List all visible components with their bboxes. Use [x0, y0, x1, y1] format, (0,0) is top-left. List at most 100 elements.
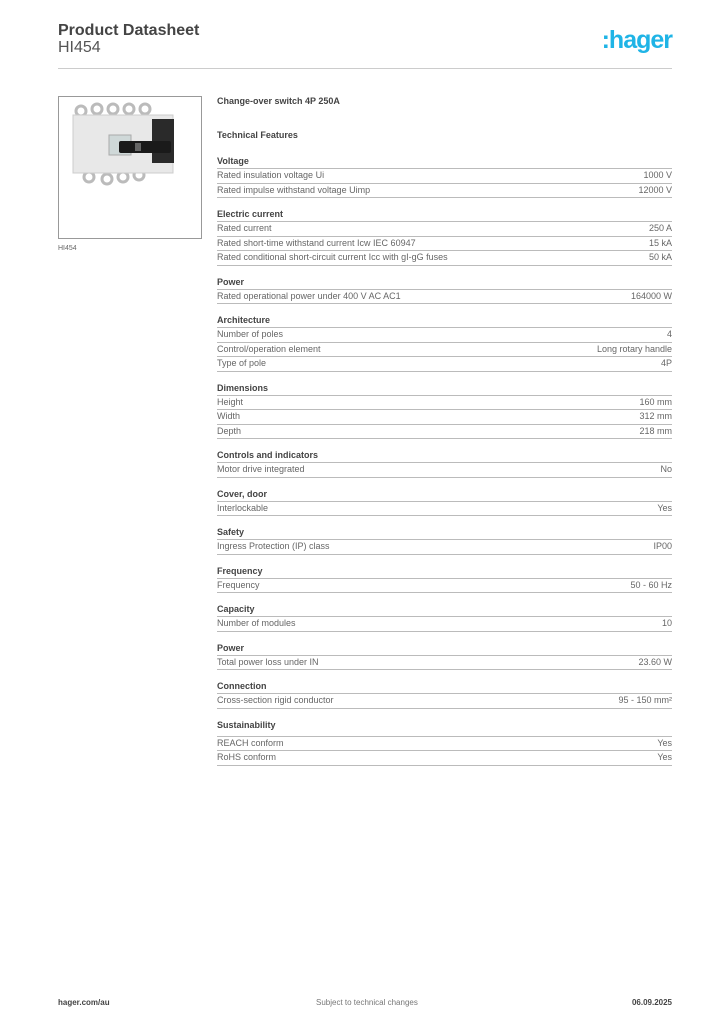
- feature-label: REACH conform: [217, 737, 284, 748]
- feature-row: Depth 218 mm: [217, 425, 672, 439]
- feature-row: Rated insulation voltage Ui 1000 V: [217, 169, 672, 184]
- feature-value: IP00: [653, 541, 672, 551]
- footer-disclaimer: Subject to technical changes: [316, 998, 418, 1007]
- feature-row: Number of poles 4: [217, 328, 672, 343]
- section-heading: Frequency: [217, 565, 672, 579]
- feature-value: 95 - 150 mm²: [618, 695, 672, 705]
- feature-row: Rated conditional short-circuit current …: [217, 251, 672, 266]
- section-heading: Cover, door: [217, 488, 672, 502]
- feature-label: Control/operation element: [217, 343, 321, 354]
- feature-row: Number of modules 10: [217, 617, 672, 632]
- feature-value: 4P: [660, 358, 672, 368]
- section-heading: Connection: [217, 680, 672, 694]
- feature-row: Motor drive integrated No: [217, 463, 672, 478]
- section-heading: Power: [217, 276, 672, 290]
- feature-value: Long rotary handle: [596, 343, 672, 354]
- feature-value: 218 mm: [639, 425, 672, 436]
- feature-row: RoHS conform Yes: [217, 751, 672, 766]
- feature-row: Width 312 mm: [217, 410, 672, 425]
- feature-label: Rated impulse withstand voltage Uimp: [217, 184, 371, 195]
- features-heading: Technical Features: [217, 130, 298, 140]
- feature-value: 10: [661, 618, 672, 628]
- feature-value: 164000 W: [630, 290, 672, 301]
- feature-label: Interlockable: [217, 502, 269, 513]
- feature-row: Total power loss under IN 23.60 W: [217, 656, 672, 670]
- feature-label: Frequency: [217, 579, 260, 590]
- feature-section: Cover, door Interlockable Yes: [217, 488, 672, 516]
- feature-label: Number of modules: [217, 618, 296, 628]
- feature-value: 4: [666, 329, 672, 339]
- feature-value: 250 A: [648, 223, 672, 233]
- section-heading: Architecture: [217, 314, 672, 328]
- section-heading: Dimensions: [217, 382, 672, 396]
- feature-label: Type of pole: [217, 358, 267, 368]
- footer-date: 06.09.2025: [631, 998, 672, 1007]
- footer-website-link[interactable]: hager.com/au: [58, 998, 110, 1007]
- feature-section: Frequency Frequency 50 - 60 Hz: [217, 565, 672, 593]
- feature-label: Rated conditional short-circuit current …: [217, 252, 448, 262]
- feature-value: 312 mm: [639, 411, 672, 421]
- feature-value: No: [660, 464, 672, 474]
- feature-label: Rated operational power under 400 V AC A…: [217, 290, 401, 301]
- feature-value: 1000 V: [643, 170, 672, 180]
- feature-row: Cross-section rigid conductor 95 - 150 mm…: [217, 694, 672, 709]
- hager-logo: :hager: [601, 26, 673, 54]
- feature-row: REACH conform Yes: [217, 737, 672, 751]
- section-heading: Safety: [217, 526, 672, 540]
- feature-section: Dimensions Height 160 mm Width 312 mm Depth 21…: [217, 382, 672, 439]
- image-caption: HI454: [58, 245, 77, 252]
- feature-label: Motor drive integrated: [217, 464, 305, 474]
- section-heading: Voltage: [217, 155, 672, 169]
- feature-value: 15 kA: [648, 237, 672, 248]
- section-heading: Power: [217, 642, 672, 656]
- feature-label: Cross-section rigid conductor: [217, 695, 334, 705]
- feature-label: RoHS conform: [217, 752, 277, 762]
- header-divider: [58, 68, 672, 69]
- feature-row: Rated short-time withstand current Icw I…: [217, 237, 672, 251]
- feature-value: Yes: [657, 737, 672, 748]
- feature-value: Yes: [657, 752, 672, 762]
- feature-value: 23.60 W: [638, 656, 672, 667]
- feature-section: Capacity Number of modules 10: [217, 603, 672, 632]
- feature-label: Depth: [217, 425, 242, 436]
- product-code: HI454: [58, 39, 101, 56]
- feature-section: Power Rated operational power under 400 V…: [217, 276, 672, 304]
- product-image: [58, 96, 202, 239]
- feature-section: Connection Cross-section rigid conductor 9…: [217, 680, 672, 709]
- feature-value: 160 mm: [639, 396, 672, 407]
- feature-row: Type of pole 4P: [217, 357, 672, 372]
- feature-label: Total power loss under IN: [217, 656, 319, 667]
- page-title: Product Datasheet: [58, 22, 200, 39]
- feature-row: Ingress Protection (IP) class IP00: [217, 540, 672, 555]
- feature-value: 50 - 60 Hz: [630, 579, 672, 590]
- feature-row: Rated operational power under 400 V AC A…: [217, 290, 672, 304]
- section-heading: Sustainability: [217, 719, 276, 730]
- feature-label: Height: [217, 396, 244, 407]
- section-heading: Controls and indicators: [217, 449, 672, 463]
- feature-section: Voltage Rated insulation voltage Ui 1000 V…: [217, 155, 672, 198]
- feature-section: Architecture Number of poles 4 Control/oper…: [217, 314, 672, 372]
- feature-value: 12000 V: [638, 184, 672, 195]
- feature-row: Control/operation element Long rotary han…: [217, 343, 672, 357]
- feature-label: Rated current: [217, 223, 272, 233]
- feature-value: Yes: [657, 502, 672, 513]
- feature-section: Controls and indicators Motor drive integ…: [217, 449, 672, 478]
- feature-value: 50 kA: [648, 252, 672, 262]
- feature-sections: Voltage Rated insulation voltage Ui 1000 V…: [217, 155, 672, 766]
- feature-section: Electric current Rated current 250 A Rated …: [217, 208, 672, 266]
- feature-section: Power Total power loss under IN 23.60 W: [217, 642, 672, 670]
- section-heading: Capacity: [217, 603, 672, 617]
- technical-content: Change-over switch 4P 250A Technical Fea…: [217, 96, 672, 766]
- feature-label: Rated insulation voltage Ui: [217, 170, 325, 180]
- feature-label: Width: [217, 411, 241, 421]
- feature-section: Sustainability REACH conform Yes RoHS confo…: [217, 719, 672, 766]
- feature-label: Ingress Protection (IP) class: [217, 541, 330, 551]
- feature-row: Interlockable Yes: [217, 502, 672, 516]
- feature-row: Frequency 50 - 60 Hz: [217, 579, 672, 593]
- feature-section: Safety Ingress Protection (IP) class IP00: [217, 526, 672, 555]
- product-name: Change-over switch 4P 250A: [217, 96, 340, 106]
- feature-label: Rated short-time withstand current Icw I…: [217, 237, 416, 248]
- feature-row: Rated current 250 A: [217, 222, 672, 237]
- feature-label: Number of poles: [217, 329, 284, 339]
- feature-row: Height 160 mm: [217, 396, 672, 410]
